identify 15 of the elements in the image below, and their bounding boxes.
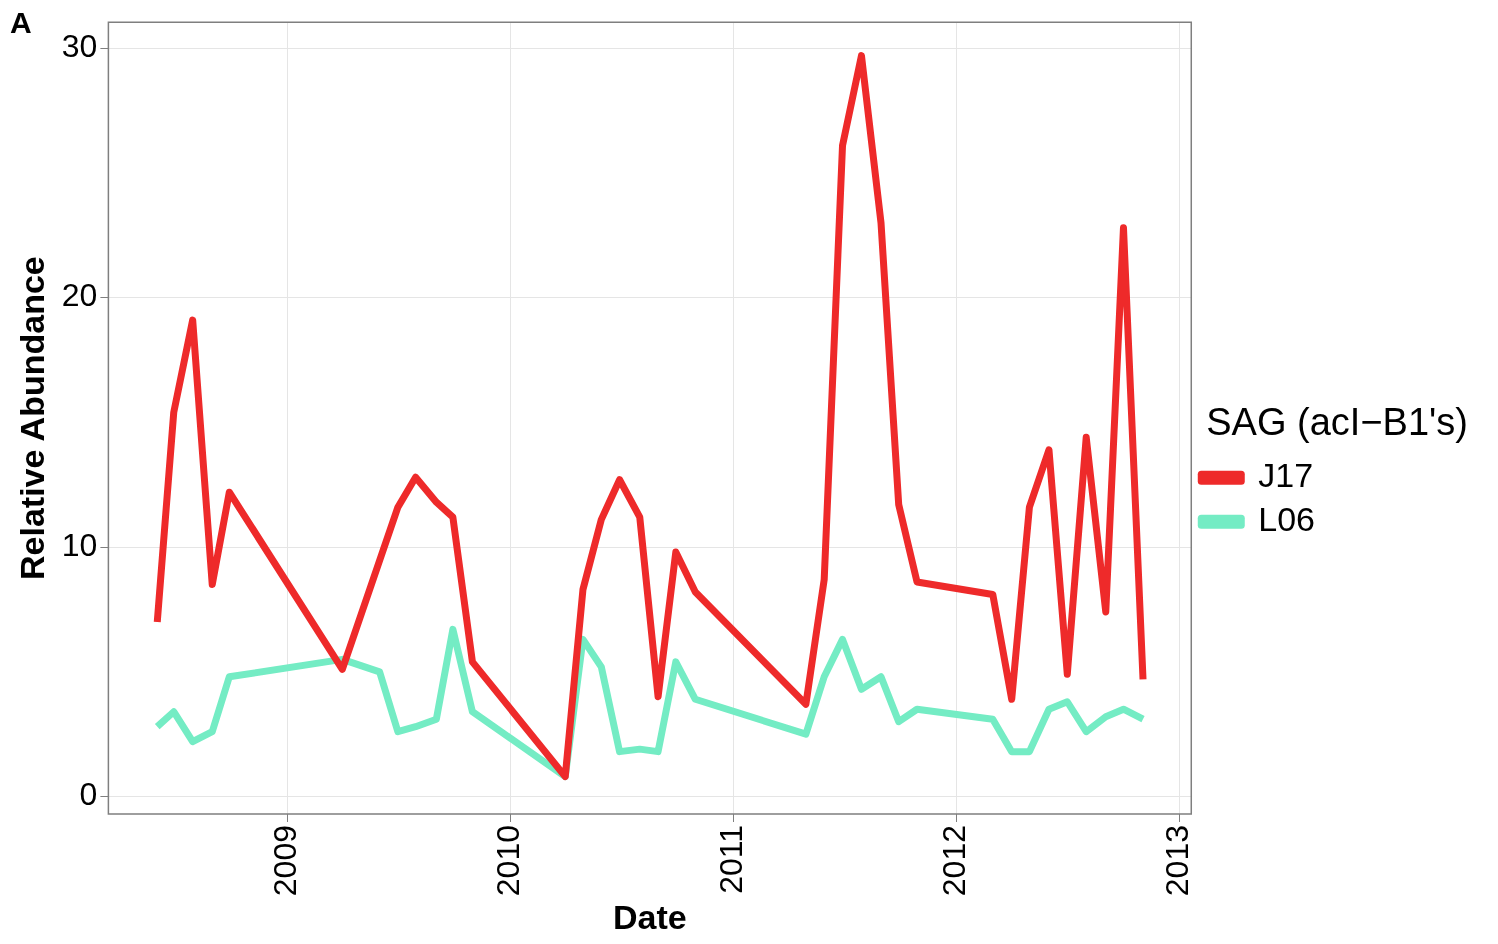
text: A [10,6,32,40]
y-tick-label: 30 [61,27,98,64]
x-tick-label: 2009 [267,825,304,897]
y-tick-label: 0 [79,776,98,813]
legend-title: SAG (acI−B1's) [1206,400,1468,443]
x-tick-label: 2013 [1159,825,1196,897]
y-tick-label: 10 [61,526,98,563]
x-tick-label: 2012 [935,825,972,897]
x-tick-label: 2011 [713,825,750,894]
x-axis-title: Date [612,897,687,936]
x-tick-label: 2010 [490,825,527,897]
y-axis-title: Relative Abundance [12,256,51,580]
legend-label: L06 [1258,500,1315,539]
y-tick-label: 20 [61,277,98,314]
legend-label: J17 [1258,456,1314,495]
